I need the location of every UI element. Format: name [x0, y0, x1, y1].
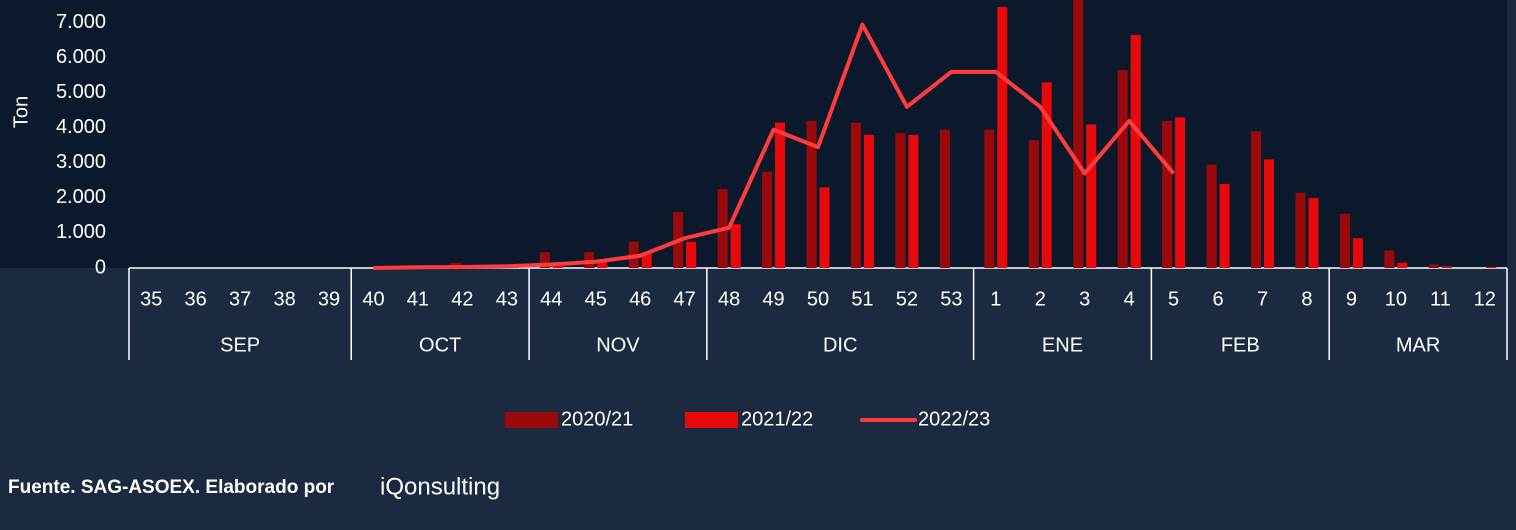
group-label: SEP: [220, 334, 260, 356]
bar: [895, 133, 906, 268]
x-tick-label: 52: [896, 288, 918, 310]
bar: [984, 129, 995, 268]
y-tick-label: 6.000: [56, 46, 106, 68]
bar: [1352, 238, 1363, 268]
x-tick-label: 49: [762, 288, 784, 310]
x-tick-label: 4: [1124, 288, 1135, 310]
x-tick-label: 36: [185, 288, 207, 310]
legend-label: 2021/22: [741, 408, 813, 430]
x-tick-label: 11: [1430, 288, 1451, 310]
bar: [1295, 192, 1306, 268]
bar: [597, 259, 608, 268]
bar: [762, 171, 773, 268]
bar: [819, 187, 830, 268]
y-tick-label: 4.000: [56, 116, 106, 138]
x-tick-label: 40: [362, 288, 384, 310]
legend-swatch: [505, 412, 558, 428]
bar: [850, 122, 861, 268]
bar: [1117, 70, 1128, 268]
source-note: Fuente. SAG-ASOEX. Elaborado por: [8, 477, 335, 498]
y-tick-label: 1.000: [56, 221, 106, 243]
bar: [939, 129, 950, 268]
x-tick-label: 6: [1213, 288, 1224, 310]
bar: [863, 134, 874, 268]
x-tick-label: 46: [629, 288, 651, 310]
legend-swatch: [685, 412, 738, 428]
bar: [686, 241, 697, 268]
x-tick-label: 43: [496, 288, 518, 310]
y-tick-label: 3.000: [56, 151, 106, 173]
x-tick-label: 41: [407, 288, 429, 310]
group-label: NOV: [596, 334, 640, 356]
bar: [1251, 131, 1262, 268]
bar: [806, 120, 817, 268]
bar: [1206, 164, 1217, 268]
x-tick-label: 45: [585, 288, 607, 310]
bar: [1339, 213, 1350, 268]
bar: [641, 252, 652, 268]
y-tick-label: 5.000: [56, 81, 106, 103]
group-label: OCT: [419, 334, 461, 356]
bar: [730, 224, 741, 268]
bar: [1428, 264, 1439, 268]
bar: [1073, 0, 1084, 269]
logo: iQonsulting: [380, 473, 500, 500]
y-axis-label: Ton: [10, 96, 32, 128]
x-tick-label: 42: [451, 288, 473, 310]
legend-label: 2020/21: [561, 408, 633, 430]
x-tick-label: 53: [940, 288, 962, 310]
x-tick-label: 1: [990, 288, 1001, 310]
bar: [908, 134, 919, 268]
bar: [1384, 250, 1395, 268]
y-tick-label: 0: [95, 256, 106, 278]
bar: [1219, 183, 1230, 268]
y-tick-label: 2.000: [56, 186, 106, 208]
legend-label: 2022/23: [918, 408, 990, 430]
group-label: ENE: [1042, 334, 1083, 356]
x-tick-label: 47: [674, 288, 696, 310]
x-tick-label: 39: [318, 288, 340, 310]
x-tick-label: 51: [851, 288, 873, 310]
x-tick-label: 12: [1474, 288, 1496, 310]
bar: [1162, 120, 1173, 268]
group-label: FEB: [1221, 334, 1260, 356]
bar: [997, 7, 1008, 269]
bar: [1041, 82, 1052, 268]
bar: [1308, 197, 1319, 268]
x-tick-label: 9: [1346, 288, 1357, 310]
bar: [1264, 159, 1275, 268]
x-tick-label: 38: [273, 288, 295, 310]
bar: [1486, 266, 1497, 268]
x-tick-label: 5: [1168, 288, 1179, 310]
bar: [539, 252, 550, 268]
line: [373, 22, 1176, 270]
x-tick-label: 37: [229, 288, 251, 310]
x-tick-label: 50: [807, 288, 829, 310]
bar: [1086, 124, 1097, 268]
group-label: MAR: [1396, 334, 1440, 356]
bar: [1028, 140, 1039, 268]
x-tick-label: 7: [1257, 288, 1268, 310]
bar: [1175, 117, 1186, 269]
bar: [1130, 35, 1141, 268]
bar: [1397, 262, 1408, 268]
group-label: DIC: [823, 334, 857, 356]
x-tick-label: 8: [1301, 288, 1312, 310]
x-tick-label: 44: [540, 288, 562, 310]
x-tick-label: 2: [1035, 288, 1046, 310]
bar: [775, 122, 786, 268]
x-tick-label: 10: [1385, 288, 1407, 310]
x-tick-label: 3: [1079, 288, 1090, 310]
x-tick-label: 35: [140, 288, 162, 310]
x-tick-label: 48: [718, 288, 740, 310]
plot-area: [0, 0, 1507, 268]
y-tick-label: 7.000: [56, 11, 106, 33]
bar: [1441, 266, 1452, 268]
